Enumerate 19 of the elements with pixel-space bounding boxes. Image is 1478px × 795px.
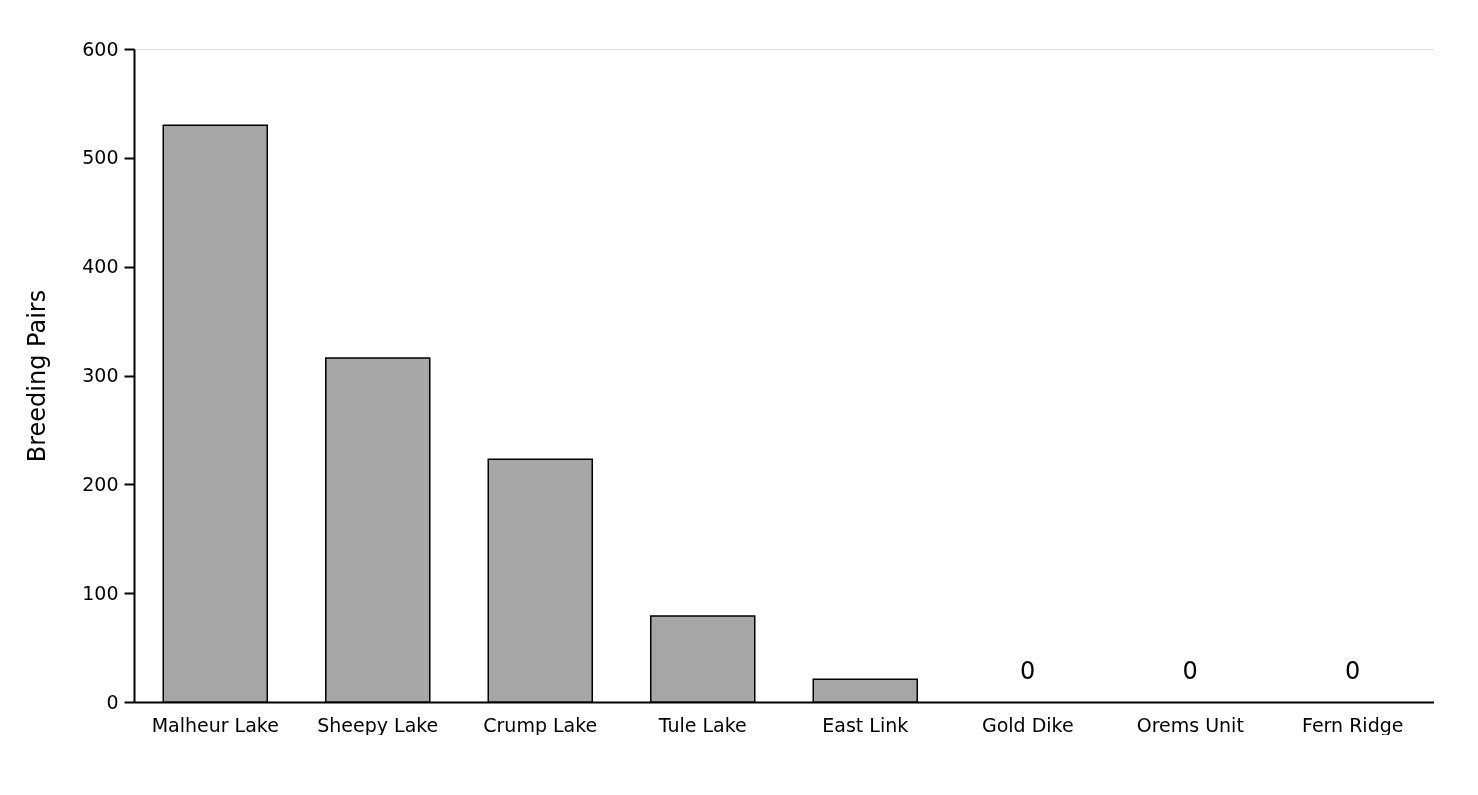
y-tick-label: 400 xyxy=(82,255,119,278)
y-tick-label: 300 xyxy=(82,364,119,386)
y-tick-label: 200 xyxy=(82,472,119,495)
y-tick-label: 600 xyxy=(82,37,119,60)
data-label: 0 xyxy=(1020,657,1036,685)
y-axis-title: Breeding Pairs xyxy=(23,289,52,463)
x-tick-label: Tule Lake xyxy=(657,713,747,736)
x-tick-label: Malheur Lake xyxy=(151,713,279,736)
x-tick-label: Sheepy Lake xyxy=(317,713,439,736)
y-tick-label: 100 xyxy=(82,581,119,604)
y-tick-label: 0 xyxy=(106,690,119,713)
x-tick-label: Gold Dike xyxy=(981,713,1074,736)
x-tick-label: Orems Unit xyxy=(1136,713,1244,736)
y-tick-label: 500 xyxy=(82,146,119,169)
data-label: 0 xyxy=(1345,657,1361,685)
x-tick-label: Fern Ridge xyxy=(1302,713,1404,736)
x-tick-label: East Link xyxy=(822,713,909,736)
x-tick-label: Crump Lake xyxy=(483,713,598,736)
data-label: 0 xyxy=(1182,657,1198,685)
